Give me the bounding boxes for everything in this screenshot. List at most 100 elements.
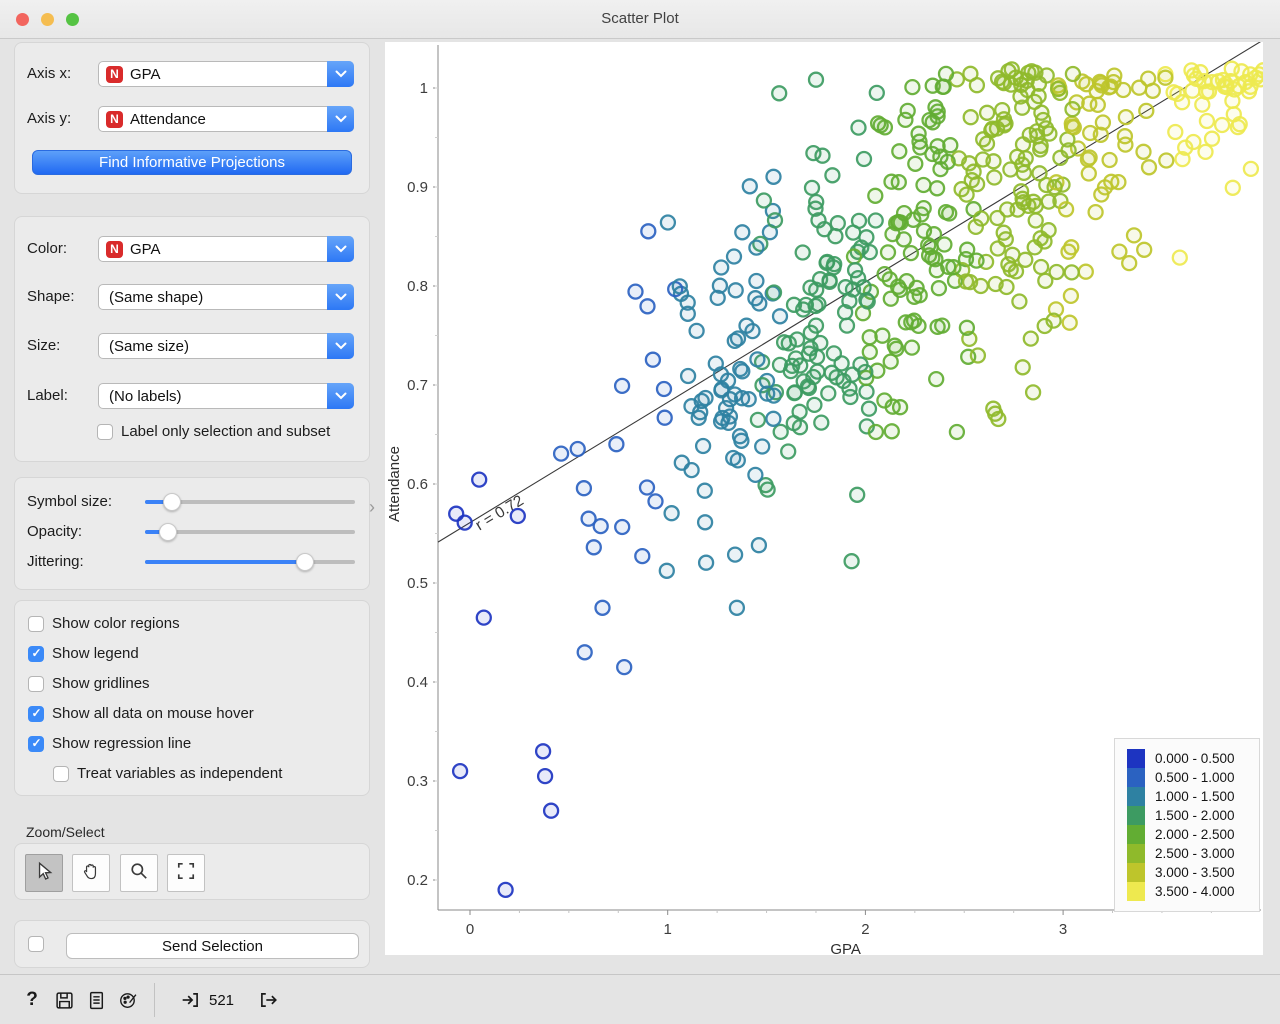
legend-swatch (1127, 863, 1145, 882)
slider-track[interactable] (145, 523, 355, 541)
slider-track[interactable] (145, 493, 355, 511)
pointer-icon (34, 861, 54, 886)
size-combobox[interactable]: (Same size) (98, 333, 354, 359)
svg-text:0.4: 0.4 (407, 674, 428, 691)
send-selection-group: Send Selection (14, 920, 370, 968)
close-button[interactable] (16, 13, 29, 26)
slider-knob[interactable] (295, 553, 314, 571)
checkbox[interactable] (97, 423, 113, 440)
axis-x-combobox[interactable]: N GPA (98, 61, 354, 87)
slider-fill (145, 500, 173, 504)
numeric-variable-icon: N (106, 65, 123, 83)
checkbox-show-gridlines[interactable]: Show gridlines (28, 675, 150, 692)
legend-row: 0.000 - 0.500 (1127, 749, 1253, 768)
input-count: 521 (209, 991, 235, 1009)
checkbox-treat-variables-as-independent[interactable]: Treat variables as independent (53, 765, 282, 782)
slider-label: Symbol size: (27, 493, 113, 510)
send-selection-button[interactable]: Send Selection (66, 933, 359, 959)
display-options-group: Show color regions Show legend Show gridli… (14, 600, 370, 796)
label-combobox[interactable]: (No labels) (98, 383, 354, 409)
svg-text:Attendance: Attendance (386, 446, 403, 522)
magnifier-icon (129, 861, 149, 886)
find-informative-projections-button[interactable]: Find Informative Projections (32, 150, 352, 175)
slider-opacity[interactable]: Opacity: (27, 522, 355, 542)
slider-label: Opacity: (27, 523, 83, 540)
axis-y-label: Axis y: (27, 110, 72, 127)
send-automatically-checkbox[interactable] (28, 936, 44, 952)
checkbox[interactable] (28, 675, 44, 692)
save-icon[interactable] (52, 988, 76, 1012)
svg-text:0.7: 0.7 (407, 377, 428, 394)
svg-text:0.3: 0.3 (407, 773, 428, 790)
visual-settings-icon[interactable] (116, 988, 140, 1012)
chevron-down-icon[interactable] (327, 106, 354, 132)
fit-tool[interactable] (166, 854, 205, 892)
checkbox[interactable] (28, 936, 44, 952)
scatter-points (448, 60, 1272, 899)
legend-swatch (1127, 806, 1145, 825)
chevron-down-icon[interactable] (327, 236, 354, 262)
svg-text:0.6: 0.6 (407, 476, 428, 493)
slider-knob[interactable] (163, 493, 182, 511)
shape-combobox[interactable]: (Same shape) (98, 284, 354, 310)
window-title: Scatter Plot (601, 10, 679, 27)
report-icon[interactable] (84, 988, 108, 1012)
size-value: (Same size) (109, 337, 190, 355)
svg-text:1: 1 (664, 921, 672, 938)
legend-row: 2.500 - 3.000 (1127, 844, 1253, 863)
slider-track[interactable] (145, 553, 355, 571)
checkbox-show-legend[interactable]: Show legend (28, 645, 139, 662)
slider-jittering[interactable]: Jittering: (27, 552, 355, 572)
pan-tool[interactable] (72, 854, 111, 892)
axis-y-combobox[interactable]: N Attendance (98, 106, 354, 132)
checkbox[interactable] (28, 645, 44, 662)
legend-bin-label: 2.000 - 2.500 (1155, 827, 1235, 842)
color-legend: 0.000 - 0.500 0.500 - 1.000 1.000 - 1.500 1… (1114, 738, 1260, 912)
slider-knob[interactable] (159, 523, 178, 541)
checkbox[interactable] (28, 735, 44, 752)
checkbox-label-only-selection[interactable]: Label only selection and subset (97, 423, 330, 440)
legend-bin-label: 0.000 - 0.500 (1155, 751, 1235, 766)
checkbox-show-all-data-on-mouse-hover[interactable]: Show all data on mouse hover (28, 705, 254, 722)
splitter-collapse-icon[interactable]: › (369, 497, 375, 517)
svg-text:GPA: GPA (830, 941, 861, 955)
legend-row: 1.500 - 2.000 (1127, 806, 1253, 825)
scatter-chart[interactable]: 1 0.9 0.8 0.7 0.6 0.5 0.4 0.3 0.2 0 1 2 3 GPA Attendan… (385, 40, 1272, 958)
legend-row: 3.000 - 3.500 (1127, 863, 1253, 882)
minimize-button[interactable] (41, 13, 54, 26)
select-tool[interactable] (25, 854, 63, 892)
legend-bin-label: 2.500 - 3.000 (1155, 846, 1235, 861)
chevron-down-icon[interactable] (327, 333, 354, 359)
slider-fill (145, 560, 305, 564)
statusbar-divider (154, 983, 155, 1017)
legend-bin-label: 3.000 - 3.500 (1155, 865, 1235, 880)
color-combobox[interactable]: N GPA (98, 236, 354, 262)
checkbox-label: Label only selection and subset (121, 423, 331, 440)
checkbox-show-color-regions[interactable]: Show color regions (28, 615, 180, 632)
legend-swatch (1127, 768, 1145, 787)
statusbar: ? 521 (0, 974, 1280, 1024)
fit-icon (176, 861, 196, 886)
color-label: Color: (27, 240, 68, 257)
checkbox[interactable] (28, 615, 44, 632)
checkbox[interactable] (53, 765, 69, 782)
axis-x-value: GPA (130, 65, 161, 83)
checkbox-label: Treat variables as independent (77, 765, 283, 782)
chevron-down-icon[interactable] (327, 383, 354, 409)
checkbox-show-regression-line[interactable]: Show regression line (28, 735, 191, 752)
slider-symbol-size[interactable]: Symbol size: (27, 492, 355, 512)
slider-fill (145, 530, 169, 534)
maximize-button[interactable] (66, 13, 79, 26)
zoom-tool[interactable] (119, 854, 158, 892)
help-icon[interactable]: ? (26, 989, 38, 1010)
axis-y-value: Attendance (130, 110, 206, 128)
checkbox[interactable] (28, 705, 44, 722)
chevron-down-icon[interactable] (327, 284, 354, 310)
scatter-plot-canvas[interactable]: 1 0.9 0.8 0.7 0.6 0.5 0.4 0.3 0.2 0 1 2 3 GPA Attendan… (385, 40, 1272, 958)
checkbox-label: Show legend (52, 645, 139, 662)
legend-bin-label: 1.000 - 1.500 (1155, 789, 1235, 804)
legend-row: 1.000 - 1.500 (1127, 787, 1253, 806)
svg-text:0.8: 0.8 (407, 278, 428, 295)
attributes-group: Color: N GPA Shape: (Same shape) Size: (… (14, 216, 370, 462)
chevron-down-icon[interactable] (327, 61, 354, 87)
